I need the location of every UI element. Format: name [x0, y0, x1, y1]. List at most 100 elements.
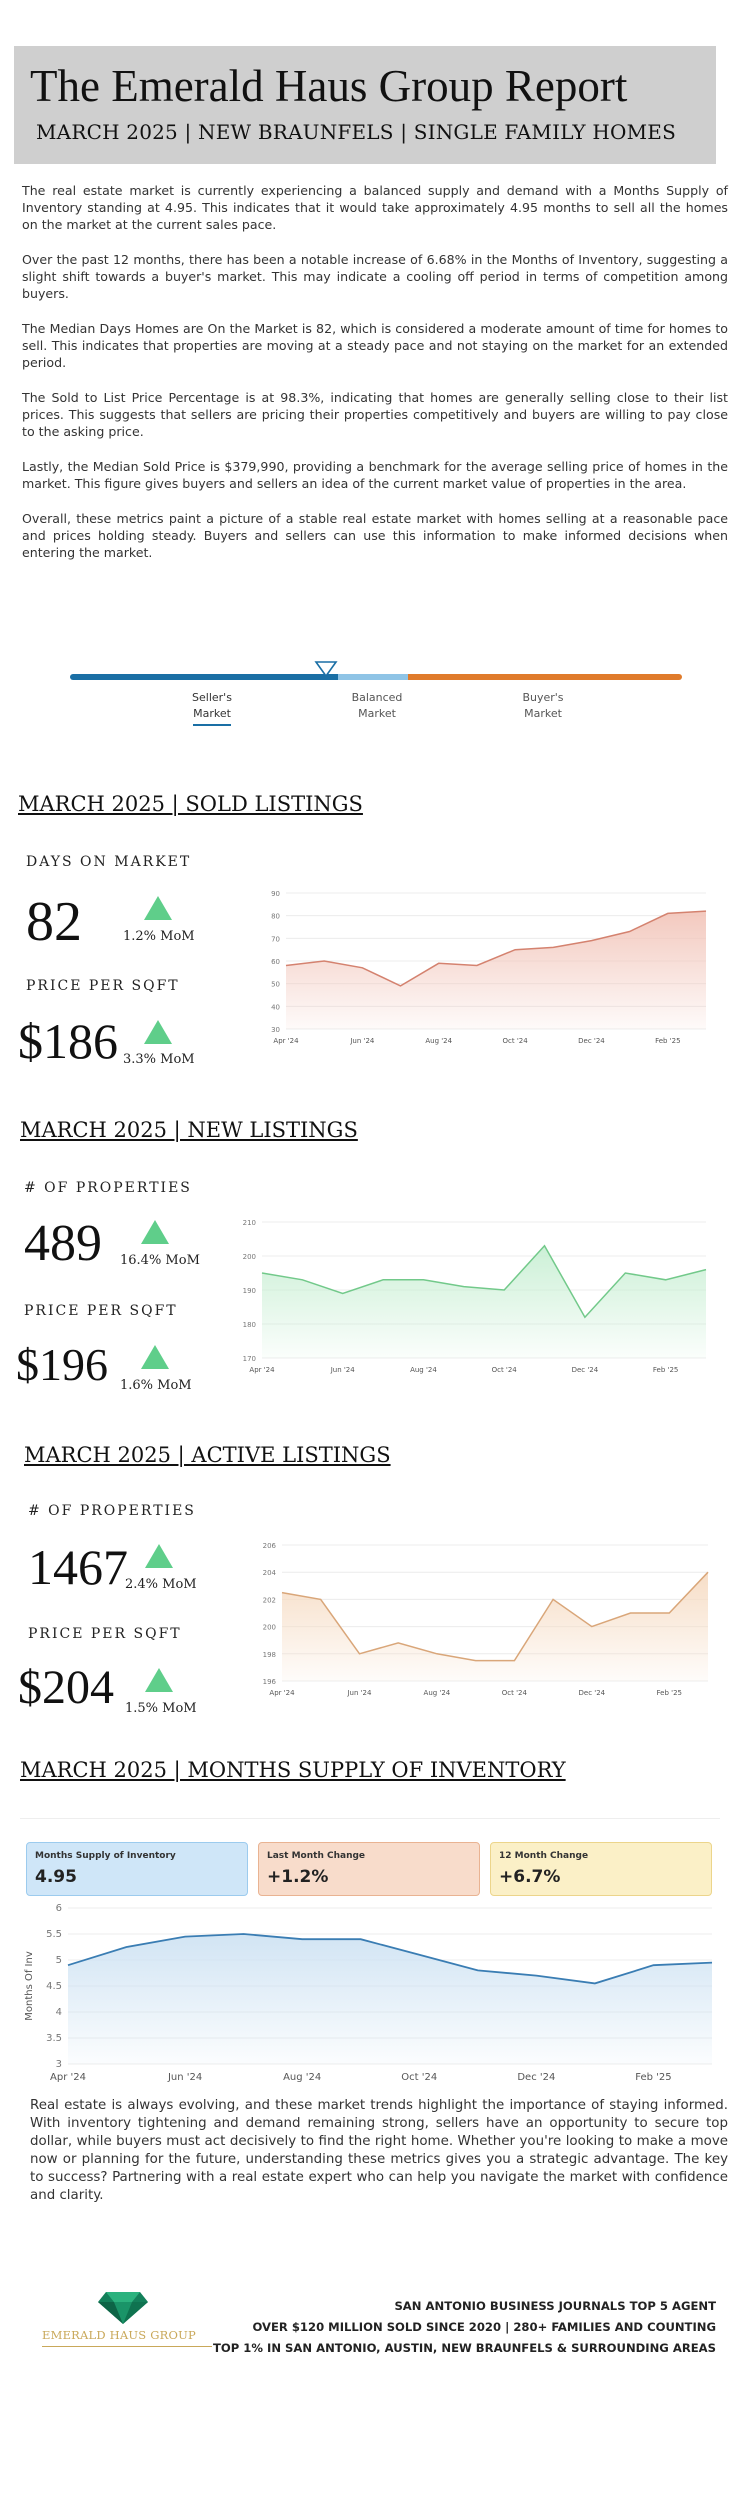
y-tick-label: 50 — [271, 981, 280, 989]
new-count-label: # OF PROPERTIES — [24, 1180, 192, 1196]
y-tick-label: 90 — [271, 890, 280, 898]
active-count-change: 2.4% MoM — [125, 1577, 197, 1592]
new-listings-title: MARCH 2025 | NEW LISTINGS — [20, 1118, 358, 1142]
active-count-label: # OF PROPERTIES — [28, 1503, 196, 1519]
x-tick-label: Feb '25 — [635, 2072, 671, 2083]
buyer-label-line2: Market — [524, 707, 562, 720]
buyer-label-line1: Buyer's — [522, 691, 564, 704]
twelve-month-card-value: +6.7% — [499, 1867, 561, 1887]
series-line — [285, 910, 707, 987]
market-scale: Seller's Market Balanced Market Buyer's Mar… — [70, 660, 682, 740]
x-tick-label: Aug '24 — [425, 1037, 452, 1045]
seller-market-label: Seller's Market — [167, 690, 257, 722]
y-tick-label: 206 — [263, 1542, 277, 1550]
last-month-card: Last Month Change +1.2% — [258, 1842, 480, 1896]
active-ppsf-chart: 196 198 200 202 204 206 Apr '24 Jun '24 Aug '24 O… — [260, 1537, 716, 1699]
series-line — [261, 1244, 707, 1319]
y-tick-label: 170 — [243, 1355, 256, 1363]
y-tick-label: 200 — [243, 1253, 256, 1261]
paragraph: Lastly, the Median Sold Price is $379,99… — [22, 459, 728, 491]
x-tick-label: Aug '24 — [410, 1366, 437, 1374]
x-tick-label: Dec '24 — [579, 1689, 606, 1697]
logo-text: EMERALD HAUS GROUP — [42, 2328, 196, 2342]
footer-credentials: SAN ANTONIO BUSINESS JOURNALS TOP 5 AGEN… — [213, 2296, 716, 2359]
company-logo: EMERALD HAUS GROUP — [38, 2290, 218, 2354]
x-tick-label: Jun '24 — [167, 2072, 202, 2083]
sold-dom-label: DAYS ON MARKET — [26, 854, 192, 870]
up-arrow-icon — [144, 1020, 172, 1044]
y-tick-label: 190 — [243, 1287, 256, 1295]
paragraph: Overall, these metrics paint a picture o… — [22, 511, 728, 560]
closing-text: Real estate is always evolving, and thes… — [30, 2098, 728, 2203]
balanced-label-line2: Market — [358, 707, 396, 720]
y-tick-label: 196 — [263, 1678, 277, 1686]
y-tick-label: 6 — [56, 1903, 62, 1914]
x-tick-label: Apr '24 — [249, 1366, 275, 1374]
emerald-gem-icon — [98, 2292, 148, 2324]
new-ppsf-change: 1.6% MoM — [120, 1378, 192, 1393]
y-tick-label: 5.5 — [46, 1929, 62, 1940]
y-tick-label: 80 — [271, 913, 280, 921]
footer-line: OVER $120 MILLION SOLD SINCE 2020 | 280+… — [252, 2320, 716, 2334]
y-tick-label: 200 — [263, 1624, 276, 1632]
x-tick-label: Apr '24 — [269, 1689, 295, 1697]
balanced-market-label: Balanced Market — [332, 690, 422, 722]
x-tick-label: Dec '24 — [572, 1366, 599, 1374]
seller-label-line2: Market — [193, 707, 231, 720]
y-tick-label: 210 — [243, 1219, 256, 1227]
sold-ppsf-label: PRICE PER SQFT — [26, 978, 180, 994]
y-tick-label: 70 — [271, 935, 280, 943]
buyer-market-label: Buyer's Market — [498, 690, 588, 722]
area-fill — [262, 1245, 706, 1358]
up-arrow-icon — [141, 1345, 169, 1369]
up-arrow-icon — [145, 1544, 173, 1568]
buyer-market-bar — [408, 674, 682, 680]
x-tick-label: Oct '24 — [503, 1037, 529, 1045]
sold-dom-chart: 30 40 50 60 70 80 90 Apr '24 Jun '24 Aug '24 Oct '… — [264, 885, 714, 1047]
mos-card: Months Supply of Inventory 4.95 — [26, 1842, 248, 1896]
seller-label-line1: Seller's — [192, 691, 232, 704]
x-tick-label: Jun '24 — [330, 1366, 356, 1374]
sold-ppsf-value: $186 — [18, 1013, 118, 1069]
balanced-market-bar — [338, 674, 408, 680]
seller-market-bar — [70, 674, 338, 680]
y-tick-label: 5 — [56, 1955, 62, 1966]
y-axis-label: Months Of Inv — [24, 1951, 35, 2021]
x-tick-label: Feb '25 — [653, 1366, 678, 1374]
new-count-change: 16.4% MoM — [120, 1253, 200, 1268]
new-ppsf-label: PRICE PER SQFT — [24, 1303, 178, 1319]
mos-chart: 3 3.5 4 4.5 5 5.5 6 Apr '24 Jun '24 Aug '24 Oct '2… — [20, 1902, 720, 2086]
y-tick-label: 180 — [243, 1321, 256, 1329]
x-tick-label: Aug '24 — [424, 1689, 451, 1697]
sold-listings-title: MARCH 2025 | SOLD LISTINGS — [18, 792, 363, 816]
y-tick-label: 4.5 — [46, 1981, 62, 1992]
paragraph: The Median Days Homes are On the Market … — [22, 321, 728, 370]
market-indicator-icon — [314, 661, 338, 678]
area-fill — [68, 1934, 712, 2064]
up-arrow-icon — [144, 896, 172, 920]
mos-card-value: 4.95 — [35, 1867, 77, 1887]
twelve-month-card-label: 12 Month Change — [499, 1851, 589, 1861]
report-header: The Emerald Haus Group Report MARCH 2025… — [14, 46, 716, 164]
y-tick-label: 60 — [271, 958, 280, 966]
sold-dom-change: 1.2% MoM — [123, 929, 195, 944]
x-tick-label: Dec '24 — [517, 2072, 555, 2083]
x-tick-label: Oct '24 — [401, 2072, 437, 2083]
x-tick-label: Oct '24 — [502, 1689, 528, 1697]
y-tick-label: 3 — [56, 2059, 62, 2070]
paragraph: Over the past 12 months, there has been … — [22, 252, 728, 301]
new-count-value: 489 — [24, 1215, 102, 1272]
intro-text: The real estate market is currently expe… — [22, 182, 728, 579]
up-arrow-icon — [145, 1668, 173, 1692]
balanced-label-line1: Balanced — [351, 691, 403, 704]
y-tick-label: 4 — [56, 2007, 62, 2018]
x-tick-label: Apr '24 — [273, 1037, 299, 1045]
y-tick-label: 204 — [263, 1569, 277, 1577]
report-title: The Emerald Haus Group Report — [30, 61, 628, 111]
y-tick-label: 40 — [271, 1003, 280, 1011]
series-line — [67, 1933, 713, 1985]
footer-line: SAN ANTONIO BUSINESS JOURNALS TOP 5 AGEN… — [394, 2299, 716, 2313]
area-fill — [282, 1572, 708, 1681]
twelve-month-card: 12 Month Change +6.7% — [490, 1842, 712, 1896]
x-tick-label: Apr '24 — [50, 2072, 86, 2083]
